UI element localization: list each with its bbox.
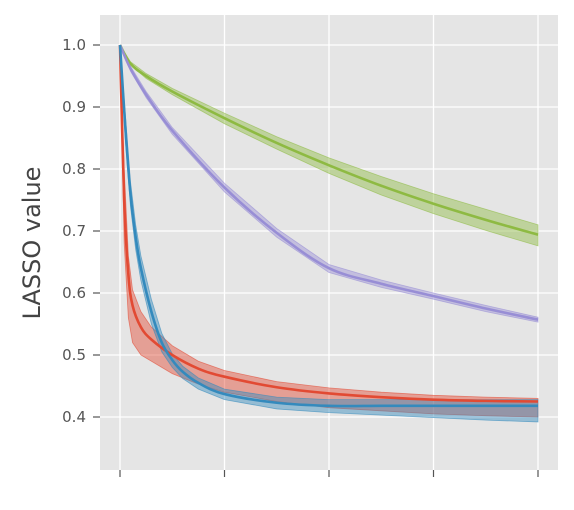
- series-0-band: [119, 44, 539, 247]
- y-axis-label: LASSO value: [18, 167, 46, 320]
- series-2-line: [118, 44, 539, 403]
- series-3-line: [118, 44, 538, 408]
- y-tick-label: 0.8: [62, 160, 86, 178]
- y-tick-label: 0.4: [62, 408, 86, 426]
- x-axis-ticks: [119, 470, 539, 477]
- series-0-line: [118, 44, 539, 236]
- y-tick-label: 0.6: [62, 284, 86, 302]
- y-tick-label: 1.0: [62, 36, 86, 54]
- y-axis-ticks: 0.4 0.5 0.6 0.7 0.8 0.9 1.0: [62, 36, 100, 426]
- confidence-bands: [119, 44, 539, 423]
- y-tick-label: 0.5: [62, 346, 86, 364]
- y-tick-label: 0.9: [62, 98, 86, 116]
- series-lines: [118, 44, 539, 408]
- series-1-line: [118, 44, 539, 321]
- y-tick-label: 0.7: [62, 222, 86, 240]
- series-3-band: [119, 44, 539, 423]
